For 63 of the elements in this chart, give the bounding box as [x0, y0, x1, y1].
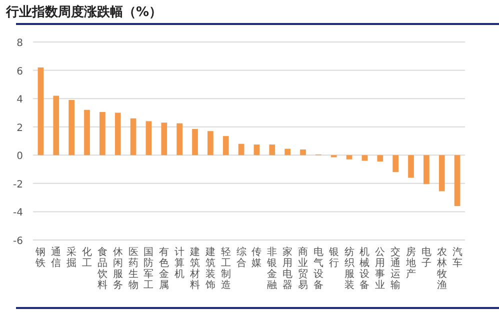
- x-tick-label: 休闲服务: [112, 247, 123, 291]
- bar: [254, 144, 260, 156]
- bar: [192, 128, 198, 156]
- x-tick-label: 化工: [82, 246, 92, 269]
- x-tick-label: 计算机: [174, 246, 185, 280]
- y-tick-label: -2: [13, 179, 23, 190]
- x-tick-label: 轻工制造: [220, 246, 231, 291]
- y-tick-label: 0: [16, 151, 23, 162]
- bar: [68, 100, 75, 156]
- x-tick-label: 传媒: [252, 247, 262, 269]
- chart-title: 行业指数周度涨跌幅（%）: [5, 4, 162, 20]
- y-tick-label: -6: [13, 236, 23, 247]
- x-tick-label: 通信: [51, 246, 62, 269]
- bar: [38, 67, 44, 156]
- bar: [438, 155, 445, 192]
- bar: [408, 155, 414, 178]
- x-tick-label: 房地产: [405, 246, 416, 280]
- bar: [362, 155, 368, 161]
- x-tick-label: 建筑材料: [189, 246, 200, 291]
- bar: [454, 155, 460, 206]
- y-tick-label: 6: [16, 66, 23, 78]
- x-tick-label: 商业贸易: [298, 246, 308, 291]
- x-tick-label: 采掘: [66, 246, 77, 269]
- bar: [176, 123, 183, 156]
- bar: [238, 144, 244, 156]
- x-tick-label: 电子: [421, 246, 432, 269]
- x-tick-label: 电气设备: [313, 246, 324, 291]
- x-tick-label: 纺织服装: [344, 246, 354, 291]
- bar: [377, 155, 384, 162]
- bar: [99, 112, 106, 156]
- bar: [161, 122, 168, 156]
- x-tick-label: 建筑装饰: [204, 246, 216, 291]
- x-tick-label: 非银金融: [266, 246, 278, 291]
- bar: [423, 155, 430, 184]
- x-tick-label: 食品饮料: [96, 246, 108, 291]
- x-tick-label: 家用电器: [282, 246, 293, 291]
- x-tick-label: 综合: [236, 246, 246, 269]
- y-tick-label: 4: [16, 94, 23, 106]
- x-tick-label: 医药生物: [128, 247, 138, 291]
- bar: [146, 121, 152, 156]
- bar: [84, 110, 90, 156]
- bar: [207, 131, 214, 156]
- bar: [392, 155, 399, 172]
- y-tick-label: 8: [16, 38, 23, 49]
- x-tick-label: 机械设备: [360, 246, 370, 291]
- x-tick-label: 农林牧渔: [436, 247, 447, 291]
- bar: [130, 118, 136, 156]
- y-tick-label: -4: [13, 208, 23, 219]
- x-tick-label: 汽车: [452, 246, 462, 269]
- bar: [222, 136, 229, 156]
- bar: [346, 155, 352, 160]
- x-tick-label: 交通运输: [390, 246, 401, 291]
- bar: [300, 149, 306, 156]
- x-tick-label: 有色金属: [159, 246, 170, 291]
- bar: [114, 112, 121, 156]
- bar: [284, 148, 291, 156]
- x-tick-label: 国防军工: [144, 247, 154, 291]
- bar: [53, 96, 60, 156]
- bar: [269, 144, 276, 156]
- x-tick-label: 钢铁: [34, 247, 46, 269]
- y-tick-label: 2: [16, 122, 23, 134]
- x-tick-label: 银行: [328, 247, 339, 269]
- x-tick-label: 公用事业: [375, 246, 386, 291]
